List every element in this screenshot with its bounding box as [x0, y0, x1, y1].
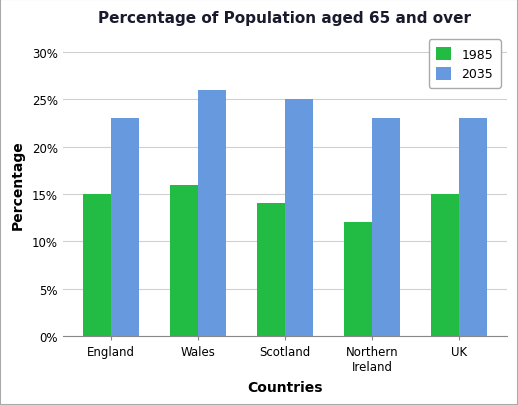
Bar	[431, 194, 459, 336]
Bar	[111, 119, 139, 336]
Y-axis label: Percentage: Percentage	[11, 141, 25, 230]
Title: Percentage of Population aged 65 and over: Percentage of Population aged 65 and ove…	[98, 11, 471, 26]
Bar	[344, 223, 372, 336]
Bar	[198, 91, 226, 336]
Bar	[257, 204, 285, 336]
Bar	[83, 194, 111, 336]
Bar	[285, 100, 313, 336]
Legend: 1985, 2035: 1985, 2035	[429, 40, 500, 89]
Bar	[459, 119, 487, 336]
Bar	[170, 185, 198, 336]
Bar	[372, 119, 400, 336]
X-axis label: Countries: Countries	[247, 380, 323, 394]
